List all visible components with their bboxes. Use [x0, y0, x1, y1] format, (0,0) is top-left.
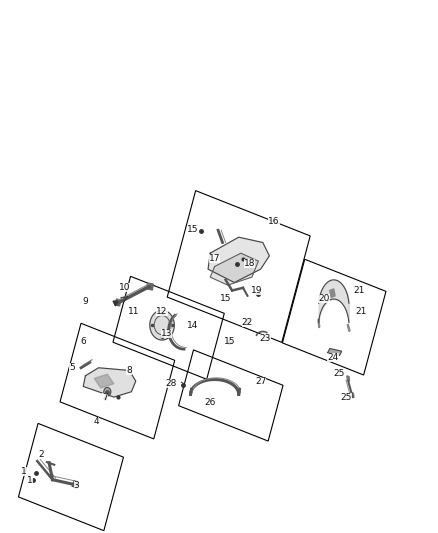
Text: 15: 15: [187, 225, 198, 233]
Text: 17: 17: [209, 254, 220, 263]
Polygon shape: [210, 253, 258, 285]
Polygon shape: [72, 481, 78, 488]
Text: 21: 21: [356, 308, 367, 316]
Polygon shape: [115, 299, 121, 306]
Text: 14: 14: [187, 321, 198, 329]
Text: 27: 27: [255, 377, 266, 385]
Text: 13: 13: [161, 329, 172, 337]
Text: 16: 16: [268, 217, 279, 225]
Text: 25: 25: [340, 393, 352, 401]
Text: 8: 8: [126, 366, 132, 375]
Circle shape: [150, 310, 174, 340]
Text: 25: 25: [334, 369, 345, 377]
Text: 10: 10: [119, 284, 131, 292]
Text: 5: 5: [69, 364, 75, 372]
Text: 19: 19: [251, 286, 262, 295]
Text: 1: 1: [21, 467, 27, 476]
Polygon shape: [347, 324, 350, 332]
Text: 12: 12: [156, 308, 168, 316]
Polygon shape: [208, 237, 269, 282]
Text: 23: 23: [259, 334, 271, 343]
Polygon shape: [351, 392, 354, 398]
Text: 11: 11: [128, 308, 139, 316]
Text: 3: 3: [74, 481, 80, 489]
Text: 20: 20: [318, 294, 330, 303]
Text: 9: 9: [82, 297, 88, 305]
Text: 28: 28: [165, 379, 177, 388]
Circle shape: [104, 387, 111, 396]
Polygon shape: [347, 376, 350, 381]
Polygon shape: [94, 374, 114, 388]
Text: 15: 15: [220, 294, 231, 303]
Polygon shape: [328, 349, 342, 356]
Text: 18: 18: [244, 260, 255, 268]
Text: 15: 15: [224, 337, 236, 345]
Polygon shape: [83, 368, 136, 397]
Text: 21: 21: [353, 286, 365, 295]
Polygon shape: [147, 283, 153, 290]
Text: 22: 22: [242, 318, 253, 327]
Text: 4: 4: [94, 417, 99, 425]
Text: 6: 6: [80, 337, 86, 345]
Polygon shape: [318, 319, 320, 328]
Text: 7: 7: [102, 393, 108, 401]
Polygon shape: [330, 289, 335, 297]
Text: 2: 2: [39, 450, 44, 458]
Text: 26: 26: [205, 398, 216, 407]
Text: 1: 1: [27, 477, 33, 485]
Text: 24: 24: [327, 353, 339, 361]
